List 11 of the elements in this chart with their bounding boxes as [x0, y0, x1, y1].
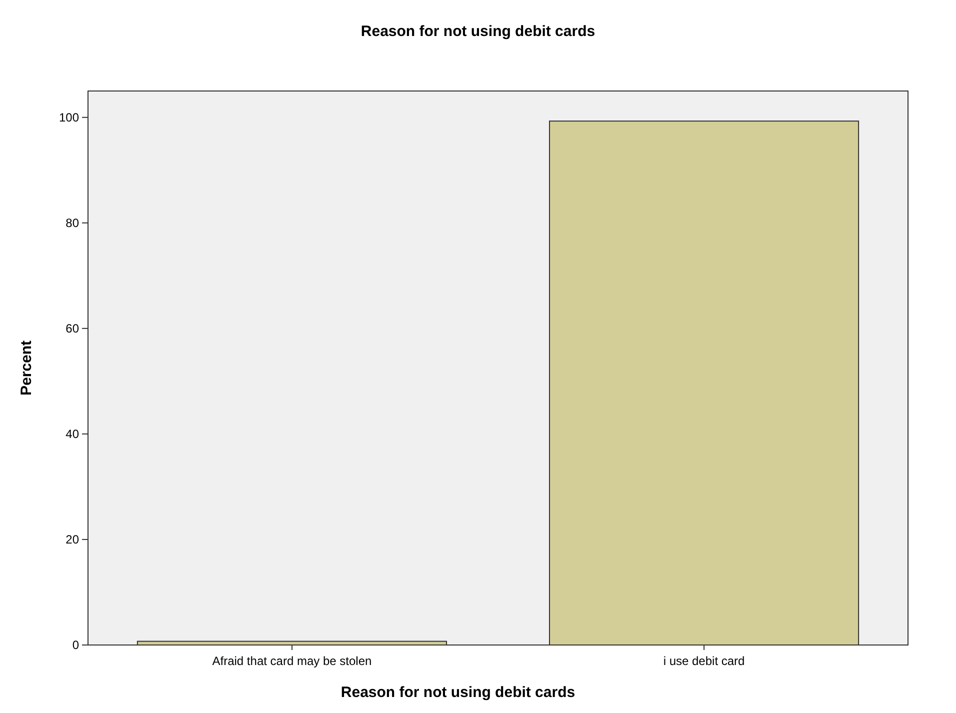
- x-tick-label: i use debit card: [663, 654, 745, 668]
- y-tick-label: 20: [66, 532, 80, 547]
- y-tick-label: 0: [72, 638, 80, 652]
- x-axis-title: Reason for not using debit cards: [340, 684, 576, 701]
- y-tick-label: 60: [66, 322, 80, 336]
- y-tick-label: 100: [58, 110, 80, 125]
- x-tick-label: Afraid that card may be stolen: [212, 654, 372, 668]
- chart-title: Reason for not using debit cards: [360, 23, 596, 40]
- y-tick-label: 80: [66, 216, 80, 230]
- y-axis-title: Percent: [18, 340, 35, 396]
- y-tick-label: 40: [66, 427, 80, 442]
